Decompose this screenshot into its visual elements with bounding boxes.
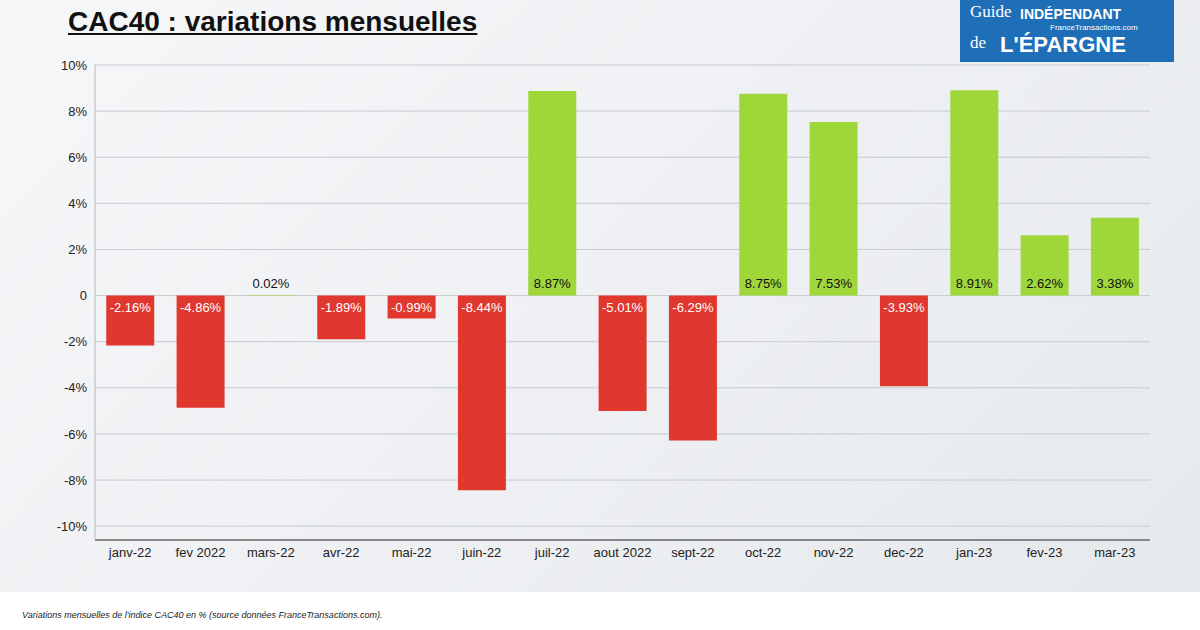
svg-text:juin-22: juin-22 bbox=[461, 545, 501, 560]
svg-text:0: 0 bbox=[80, 288, 87, 303]
svg-text:mar-23: mar-23 bbox=[1094, 545, 1135, 560]
svg-text:8.91%: 8.91% bbox=[956, 276, 993, 291]
svg-text:aout 2022: aout 2022 bbox=[594, 545, 652, 560]
svg-text:-4%: -4% bbox=[64, 380, 88, 395]
svg-text:7.53%: 7.53% bbox=[815, 276, 852, 291]
html-text:L'ÉPARGNE: L'ÉPARGNE bbox=[1000, 32, 1126, 57]
svg-text:-1.89%: -1.89% bbox=[321, 300, 363, 315]
svg-text:-8%: -8% bbox=[64, 473, 88, 488]
svg-text:-6%: -6% bbox=[64, 427, 88, 442]
svg-text:0.02%: 0.02% bbox=[252, 276, 289, 291]
svg-text:mars-22: mars-22 bbox=[247, 545, 295, 560]
svg-text:jan-23: jan-23 bbox=[955, 545, 992, 560]
svg-text:3.38%: 3.38% bbox=[1096, 276, 1133, 291]
svg-text:8.75%: 8.75% bbox=[745, 276, 782, 291]
svg-text:-4.86%: -4.86% bbox=[180, 300, 222, 315]
svg-text:-3.93%: -3.93% bbox=[883, 300, 925, 315]
svg-text:sept-22: sept-22 bbox=[671, 545, 714, 560]
svg-text:8%: 8% bbox=[68, 104, 87, 119]
svg-text:-2%: -2% bbox=[64, 334, 88, 349]
html-text:CAC40 : variations mensuelles: CAC40 : variations mensuelles bbox=[68, 6, 478, 37]
svg-text:-6.29%: -6.29% bbox=[672, 300, 714, 315]
svg-text:fev-23: fev-23 bbox=[1026, 545, 1062, 560]
svg-text:10%: 10% bbox=[61, 58, 87, 73]
svg-text:juil-22: juil-22 bbox=[534, 545, 570, 560]
html-text:Guide: Guide bbox=[970, 2, 1012, 21]
svg-text:oct-22: oct-22 bbox=[745, 545, 781, 560]
svg-text:nov-22: nov-22 bbox=[814, 545, 854, 560]
html-text:de: de bbox=[970, 33, 986, 52]
svg-text:-10%: -10% bbox=[57, 519, 88, 534]
svg-text:avr-22: avr-22 bbox=[323, 545, 360, 560]
svg-text:2%: 2% bbox=[68, 242, 87, 257]
svg-text:-5.01%: -5.01% bbox=[602, 300, 644, 315]
svg-text:fev 2022: fev 2022 bbox=[176, 545, 226, 560]
svg-text:-8.44%: -8.44% bbox=[461, 300, 503, 315]
svg-text:4%: 4% bbox=[68, 196, 87, 211]
svg-text:-0.99%: -0.99% bbox=[391, 300, 433, 315]
html-text:INDÉPENDANT: INDÉPENDANT bbox=[1020, 6, 1122, 22]
svg-text:6%: 6% bbox=[68, 150, 87, 165]
svg-text:mai-22: mai-22 bbox=[392, 545, 432, 560]
html-text:FranceTransactions.com: FranceTransactions.com bbox=[1050, 23, 1138, 32]
svg-text:janv-22: janv-22 bbox=[108, 545, 152, 560]
html-text:Variations mensuelles de l'ind: Variations mensuelles de l'indice CAC40 … bbox=[22, 610, 383, 620]
svg-text:8.87%: 8.87% bbox=[534, 276, 571, 291]
svg-text:dec-22: dec-22 bbox=[884, 545, 924, 560]
svg-text:-2.16%: -2.16% bbox=[110, 300, 152, 315]
svg-text:2.62%: 2.62% bbox=[1026, 276, 1063, 291]
